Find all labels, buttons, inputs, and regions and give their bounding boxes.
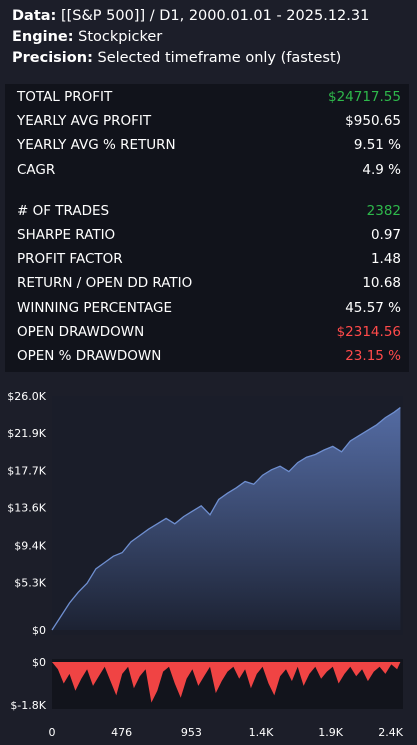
stat-label: OPEN % DRAWDOWN: [17, 348, 162, 364]
engine-value: Stockpicker: [73, 29, 163, 45]
y-tick-label: $0: [32, 624, 46, 637]
y-tick-label: $21.9K: [7, 427, 46, 440]
stat-value: $2314.56: [336, 324, 401, 340]
stat-label: CAGR: [17, 162, 56, 178]
stat-label: TOTAL PROFIT: [17, 89, 113, 105]
equity-chart[interactable]: $26.0K $21.9K $17.7K $13.6K $9.4K $5.3K $0 $0 $…: [0, 383, 417, 745]
y-tick-label: $13.6K: [7, 502, 46, 515]
stat-yearly-avg-profit: YEARLY AVG PROFIT $950.65: [17, 111, 401, 131]
stat-label: # OF TRADES: [17, 203, 110, 219]
stat-value: 10.68: [362, 275, 401, 291]
backtest-header: Data: [[S&P 500]] / D1, 2000.01.01 - 202…: [12, 6, 369, 69]
stat-yearly-avg-return: YEARLY AVG % RETURN 9.51 %: [17, 135, 401, 155]
engine-row: Engine: Stockpicker: [12, 27, 369, 48]
data-row: Data: [[S&P 500]] / D1, 2000.01.01 - 202…: [12, 6, 369, 27]
equity-area: [52, 407, 401, 630]
stat-value: $950.65: [345, 113, 401, 129]
stat-value: 2382: [366, 203, 401, 219]
stat-value: 1.48: [370, 251, 401, 267]
precision-label: Precision:: [12, 50, 93, 66]
y-tick-label: $5.3K: [14, 576, 46, 589]
drawdown-y-tick-label: $-1.8K: [10, 699, 46, 712]
data-value: [[S&P 500]] / D1, 2000.01.01 - 2025.12.3…: [56, 8, 370, 24]
stat-open-drawdown: OPEN DRAWDOWN $2314.56: [17, 322, 401, 342]
x-tick-label: 953: [181, 726, 202, 739]
stat-label: YEARLY AVG % RETURN: [17, 137, 176, 153]
stat-total-profit: TOTAL PROFIT $24717.55: [17, 87, 401, 107]
stat-sharpe-ratio: SHARPE RATIO 0.97: [17, 225, 401, 245]
data-label: Data:: [12, 8, 57, 24]
drawdown-area: [52, 662, 401, 703]
stat-value: $24717.55: [327, 89, 401, 105]
stat-cagr: CAGR 4.9 %: [17, 160, 401, 180]
precision-row: Precision: Selected timeframe only (fast…: [12, 48, 369, 69]
stat-value: 9.51 %: [353, 137, 401, 153]
equity-line: [51, 406, 401, 631]
x-tick-label: 1.9K: [318, 726, 343, 739]
precision-value: Selected timeframe only (fastest): [92, 50, 342, 66]
x-tick-label: 1.4K: [249, 726, 274, 739]
stat-num-trades: # OF TRADES 2382: [17, 201, 401, 221]
stat-label: RETURN / OPEN DD RATIO: [17, 275, 193, 291]
x-tick-label: 2.4K: [378, 726, 403, 739]
x-tick-label: 0: [49, 726, 56, 739]
stat-label: PROFIT FACTOR: [17, 251, 123, 267]
stat-label: OPEN DRAWDOWN: [17, 324, 145, 340]
stat-value: 0.97: [370, 227, 401, 243]
stat-profit-factor: PROFIT FACTOR 1.48: [17, 249, 401, 269]
stats-panel: TOTAL PROFIT $24717.55 YEARLY AVG PROFIT $…: [5, 84, 409, 372]
stat-value: 4.9 %: [362, 162, 401, 178]
stat-label: WINNING PERCENTAGE: [17, 300, 172, 316]
engine-label: Engine:: [12, 29, 74, 45]
equity-chart-svg[interactable]: $26.0K $21.9K $17.7K $13.6K $9.4K $5.3K $0 $0 $…: [0, 383, 417, 745]
y-tick-label: $17.7K: [7, 465, 46, 478]
stat-winning-percentage: WINNING PERCENTAGE 45.57 %: [17, 298, 401, 318]
stat-label: YEARLY AVG PROFIT: [17, 113, 152, 129]
y-tick-label: $9.4K: [14, 539, 46, 552]
stat-open-pct-drawdown: OPEN % DRAWDOWN 23.15 %: [17, 346, 401, 366]
stat-value: 23.15 %: [345, 348, 401, 364]
stat-label: SHARPE RATIO: [17, 227, 116, 243]
x-tick-label: 476: [111, 726, 132, 739]
drawdown-y-tick-label: $0: [32, 656, 46, 669]
y-tick-label: $26.0K: [7, 390, 46, 403]
stat-return-dd-ratio: RETURN / OPEN DD RATIO 10.68: [17, 273, 401, 293]
stat-value: 45.57 %: [345, 300, 401, 316]
